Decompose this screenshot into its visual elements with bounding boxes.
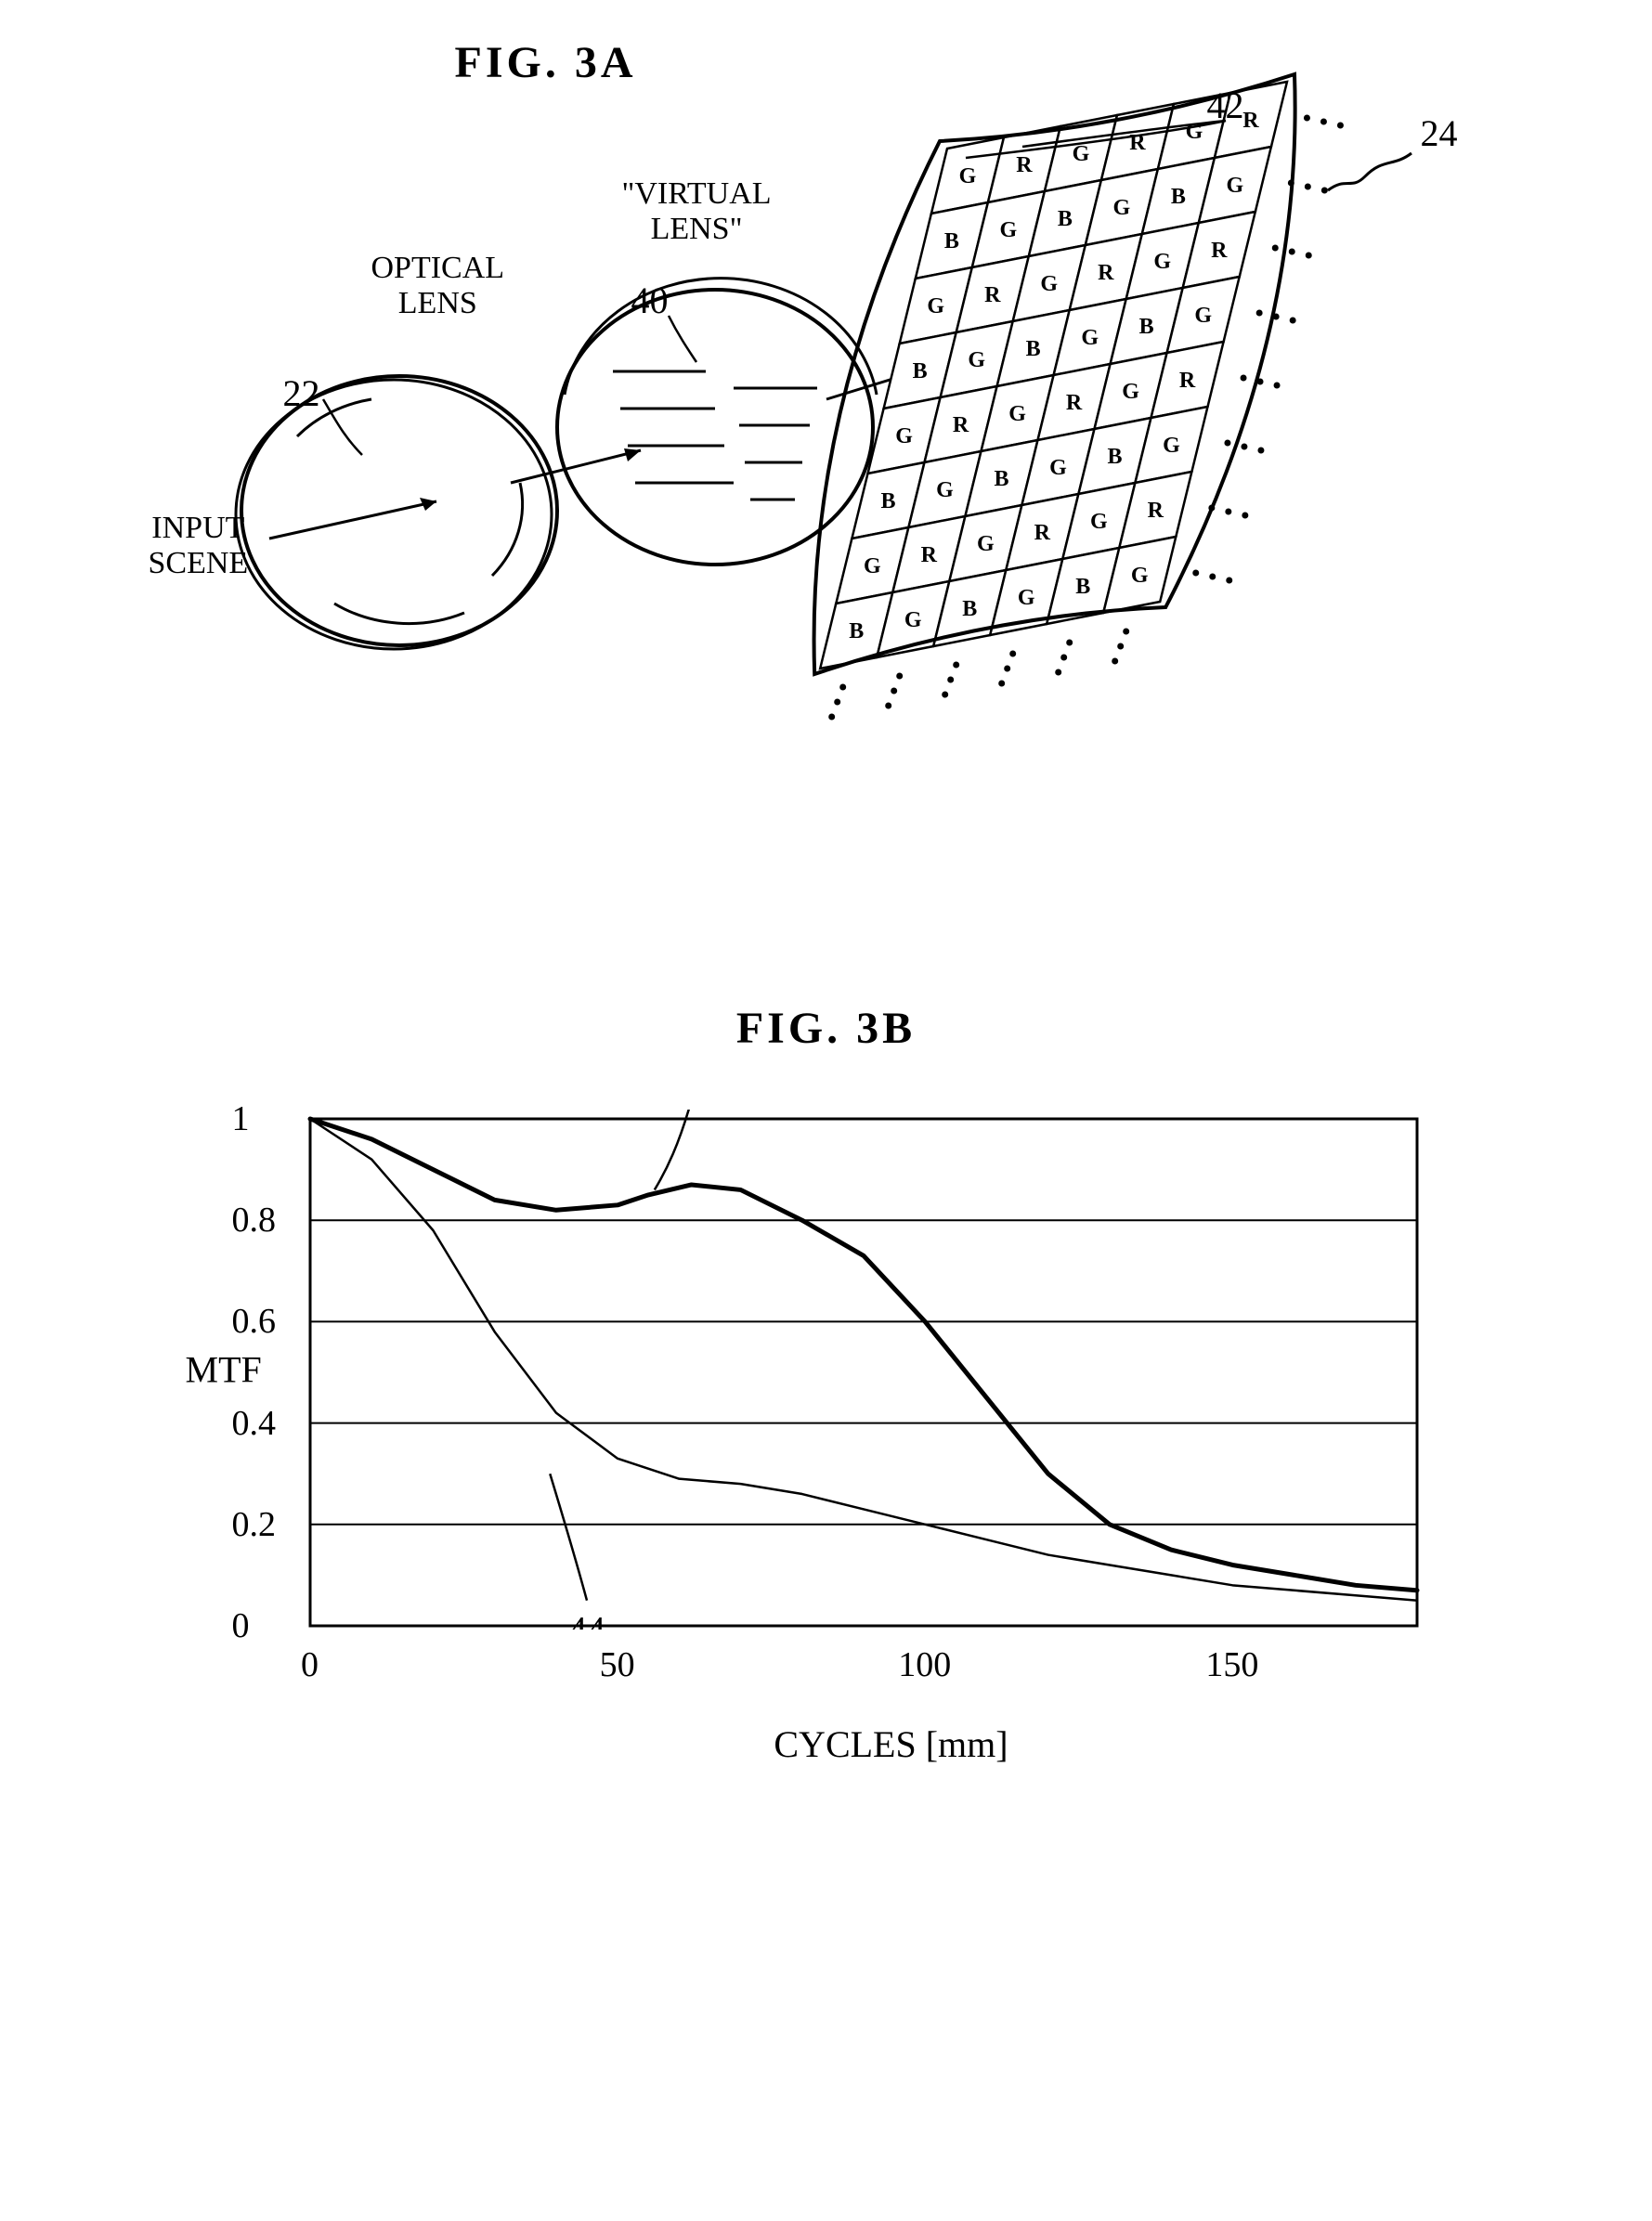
svg-text:G: G <box>936 478 954 502</box>
svg-text:B: B <box>1075 575 1090 599</box>
svg-text:G: G <box>977 532 995 556</box>
svg-text:R: R <box>920 543 937 567</box>
svg-text:R: R <box>952 413 969 437</box>
fig3b-title: FIG. 3B <box>176 1003 1476 1054</box>
svg-text:G: G <box>1163 434 1180 458</box>
svg-text:B: B <box>880 489 895 513</box>
svg-text:B: B <box>1025 337 1040 361</box>
chart-svg: 4446 <box>306 1110 1421 1630</box>
svg-text:G: G <box>1130 564 1148 588</box>
x-tick-label: 50 <box>600 1644 635 1685</box>
virtual-lens-label: "VIRTUAL LENS" <box>622 176 772 247</box>
page-container: FIG. 3A GRGRGRBGBGBGGRGRGRBGBGBGGRGRGRBG… <box>56 56 1596 1766</box>
x-tick-label: 0 <box>301 1644 319 1685</box>
x-tick-label: 150 <box>1205 1644 1258 1685</box>
svg-text:G: G <box>1081 326 1099 350</box>
svg-text:B: B <box>1107 445 1122 469</box>
ref-24: 24 <box>1421 111 1458 155</box>
svg-text:B: B <box>1138 315 1153 339</box>
svg-text:G: G <box>1153 250 1171 274</box>
svg-text:G: G <box>1122 380 1139 404</box>
svg-text:B: B <box>962 597 977 621</box>
svg-text:G: G <box>1049 456 1067 480</box>
y-tick-label: 0.2 <box>232 1504 277 1545</box>
svg-text:G: G <box>1017 586 1034 610</box>
y-tick-label: 0 <box>232 1605 250 1646</box>
svg-text:R: R <box>1098 261 1114 285</box>
svg-text:G: G <box>1194 304 1212 328</box>
svg-text:B: B <box>849 619 864 643</box>
figure-3a: FIG. 3A GRGRGRBGBGBGGRGRGRBGBGBGGRGRGRBG… <box>84 56 1569 891</box>
svg-text:B: B <box>912 359 927 383</box>
svg-text:B: B <box>943 229 958 253</box>
y-tick-label: 0.4 <box>232 1403 277 1444</box>
y-tick-label: 0.6 <box>232 1301 277 1342</box>
fig3a-svg: G R G R G R B G B G B G G R G R G R B G B G B G G R G R G R B G B G B G G R G R… <box>84 56 1569 891</box>
optical-lens-label: OPTICAL LENS <box>371 251 505 321</box>
x-axis-label: CYCLES [mm] <box>306 1722 1476 1766</box>
svg-text:G: G <box>958 164 976 188</box>
svg-text:G: G <box>968 348 985 372</box>
svg-text:R: R <box>1034 521 1050 545</box>
svg-text:G: G <box>904 608 921 632</box>
svg-text:G: G <box>1008 402 1026 426</box>
input-scene-label: INPUT SCENE <box>149 511 249 581</box>
chart-area: MTF 4446 00.20.40.60.81 050100150 <box>306 1110 1421 1630</box>
svg-text:44: 44 <box>568 1609 605 1630</box>
ref-40: 40 <box>631 279 669 322</box>
svg-text:G: G <box>927 294 944 318</box>
svg-text:G: G <box>1226 174 1243 198</box>
svg-text:R: R <box>1147 499 1164 523</box>
svg-text:G: G <box>895 424 913 448</box>
y-tick-label: 0.8 <box>232 1200 277 1240</box>
svg-text:B: B <box>1057 207 1072 231</box>
svg-text:B: B <box>1170 185 1185 209</box>
svg-text:R: R <box>984 283 1001 307</box>
svg-text:G: G <box>864 554 881 578</box>
svg-text:R: R <box>1178 369 1195 393</box>
y-axis-label: MTF <box>186 1348 262 1392</box>
ref-22: 22 <box>283 371 320 415</box>
ref-42: 42 <box>1207 84 1244 127</box>
fig3a-title: FIG. 3A <box>455 37 637 88</box>
x-tick-label: 100 <box>898 1644 951 1685</box>
svg-text:G: G <box>1040 272 1058 296</box>
figure-3b: FIG. 3B MTF 4446 00.20.40.60.81 05010015… <box>176 1003 1476 1766</box>
svg-text:G: G <box>1090 510 1108 534</box>
svg-text:R: R <box>1242 109 1259 133</box>
svg-text:R: R <box>1065 391 1082 415</box>
svg-text:B: B <box>994 467 1008 491</box>
svg-text:G: G <box>1072 142 1089 166</box>
svg-text:G: G <box>1112 196 1130 220</box>
svg-text:G: G <box>999 218 1017 242</box>
svg-text:R: R <box>1016 153 1033 177</box>
y-tick-label: 1 <box>232 1098 250 1139</box>
svg-text:R: R <box>1211 239 1228 263</box>
